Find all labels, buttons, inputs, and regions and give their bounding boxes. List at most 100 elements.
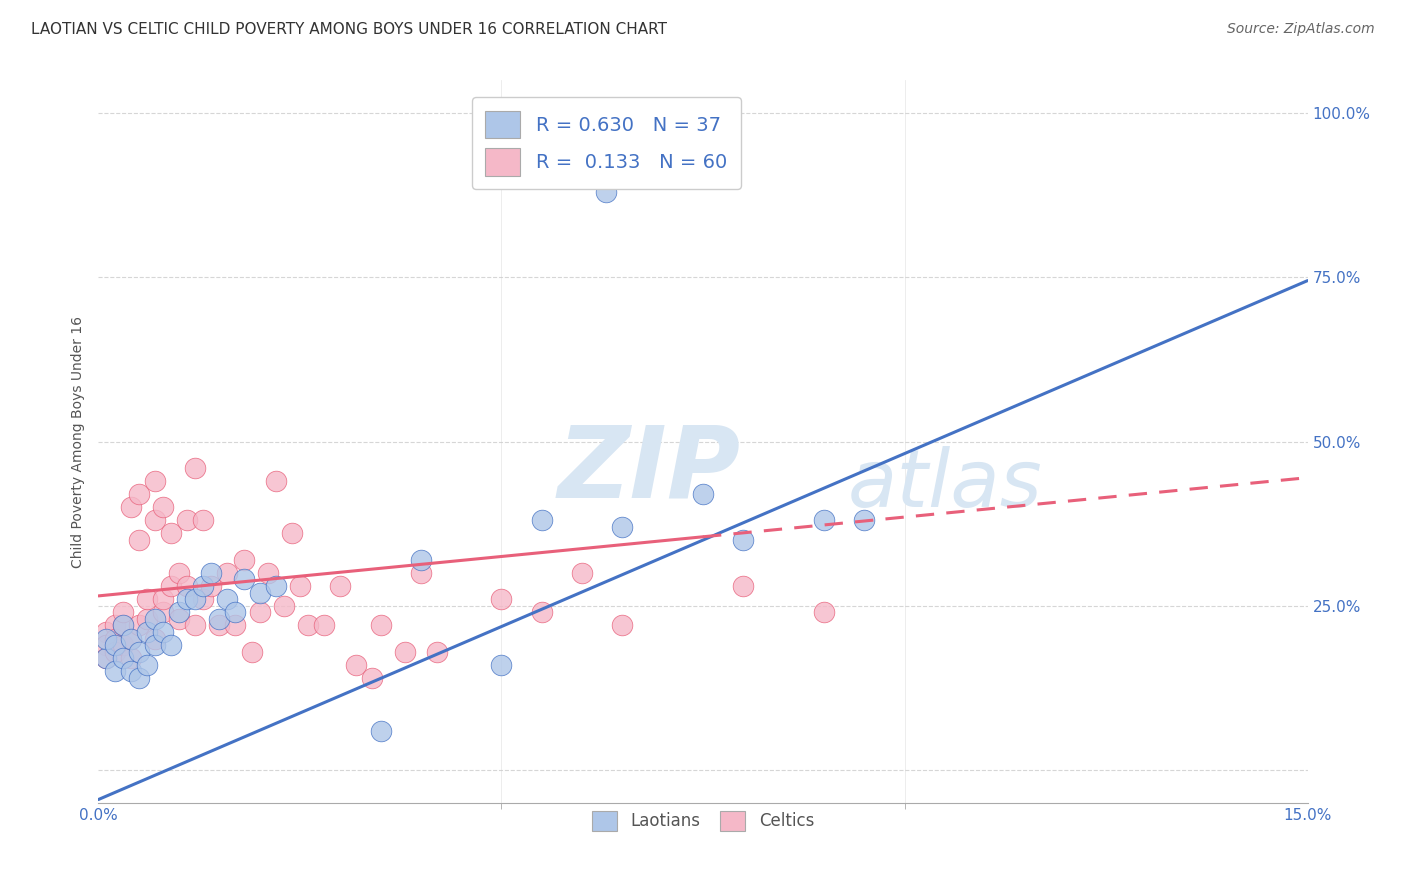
Point [409, 553, 432, 567]
Point [111, 638, 134, 652]
Point [120, 651, 142, 665]
Point [193, 579, 215, 593]
Point [240, 645, 263, 659]
Point [143, 513, 166, 527]
Point [571, 566, 593, 580]
Point [167, 605, 190, 619]
Point [120, 632, 142, 646]
Point [135, 625, 157, 640]
Point [273, 599, 295, 613]
Point [143, 638, 166, 652]
Point [120, 500, 142, 515]
Point [426, 645, 449, 659]
Point [232, 573, 254, 587]
Point [264, 579, 287, 593]
Point [314, 618, 336, 632]
Point [152, 592, 174, 607]
Point [111, 618, 134, 632]
Point [143, 474, 166, 488]
Point [128, 487, 150, 501]
Point [256, 566, 278, 580]
Point [491, 657, 513, 672]
Point [344, 657, 367, 672]
Point [200, 579, 222, 593]
Point [120, 665, 142, 679]
Point [249, 605, 271, 619]
Point [103, 618, 125, 632]
Point [184, 592, 207, 607]
Point [208, 612, 231, 626]
Point [111, 605, 134, 619]
Point [409, 566, 432, 580]
Point [176, 513, 198, 527]
Point [264, 474, 287, 488]
Point [128, 533, 150, 547]
Point [612, 618, 634, 632]
Point [167, 566, 190, 580]
Y-axis label: Child Poverty Among Boys Under 16: Child Poverty Among Boys Under 16 [70, 316, 84, 567]
Point [530, 513, 553, 527]
Point [135, 657, 157, 672]
Point [281, 526, 304, 541]
Point [128, 671, 150, 685]
Point [96, 651, 118, 665]
Point [176, 579, 198, 593]
Point [184, 618, 207, 632]
Point [370, 723, 392, 738]
Point [103, 638, 125, 652]
Point [530, 605, 553, 619]
Point [193, 592, 215, 607]
Point [128, 618, 150, 632]
Point [167, 612, 190, 626]
Point [853, 513, 876, 527]
Point [208, 618, 231, 632]
Point [224, 605, 246, 619]
Point [370, 618, 392, 632]
Point [152, 625, 174, 640]
Legend: Laotians, Celtics: Laotians, Celtics [585, 805, 821, 838]
Point [96, 638, 118, 652]
Text: atlas: atlas [848, 446, 1043, 524]
Point [491, 592, 513, 607]
Point [135, 592, 157, 607]
Point [96, 632, 118, 646]
Text: LAOTIAN VS CELTIC CHILD POVERTY AMONG BOYS UNDER 16 CORRELATION CHART: LAOTIAN VS CELTIC CHILD POVERTY AMONG BO… [31, 22, 666, 37]
Point [152, 500, 174, 515]
Point [111, 618, 134, 632]
Point [612, 520, 634, 534]
Point [160, 579, 183, 593]
Point [200, 566, 222, 580]
Point [217, 592, 239, 607]
Point [692, 487, 714, 501]
Point [193, 513, 215, 527]
Point [103, 665, 125, 679]
Point [160, 638, 183, 652]
Point [111, 651, 134, 665]
Point [96, 625, 118, 640]
Point [96, 651, 118, 665]
Point [176, 592, 198, 607]
Point [394, 645, 416, 659]
Point [143, 632, 166, 646]
Point [103, 645, 125, 659]
Point [813, 605, 835, 619]
Text: ZIP: ZIP [558, 422, 741, 519]
Point [184, 460, 207, 475]
Point [128, 645, 150, 659]
Point [361, 671, 384, 685]
Point [813, 513, 835, 527]
Point [120, 632, 142, 646]
Point [224, 618, 246, 632]
Point [160, 526, 183, 541]
Point [143, 612, 166, 626]
Point [217, 566, 239, 580]
Point [297, 618, 319, 632]
Point [103, 632, 125, 646]
Point [733, 579, 755, 593]
Point [733, 533, 755, 547]
Point [288, 579, 311, 593]
Text: Source: ZipAtlas.com: Source: ZipAtlas.com [1227, 22, 1375, 37]
Point [232, 553, 254, 567]
Point [135, 612, 157, 626]
Point [595, 185, 617, 199]
